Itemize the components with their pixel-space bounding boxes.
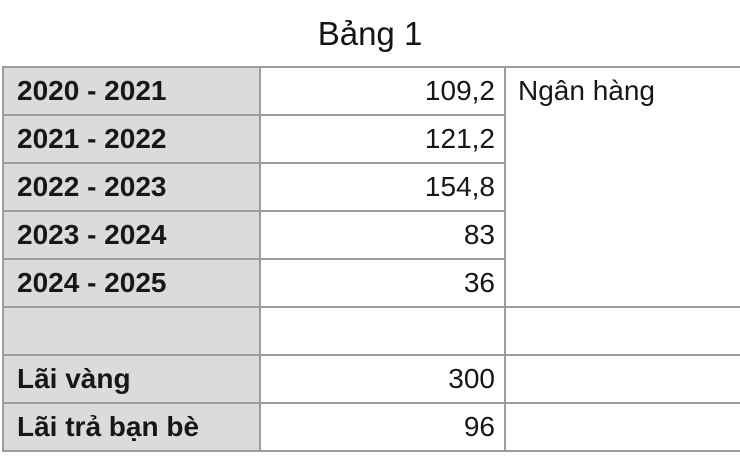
row-label-cell[interactable]: 2023 - 2024	[2, 210, 261, 260]
row-label-cell[interactable]: Lãi trả bạn bè	[2, 402, 261, 452]
table-row: Lãi vàng 300	[2, 354, 740, 404]
table-row: 2022 - 2023 154,8	[2, 162, 740, 212]
row-label-cell[interactable]	[2, 306, 261, 356]
row-label-cell[interactable]: 2020 - 2021	[2, 66, 261, 116]
note-cell-empty[interactable]	[504, 402, 740, 452]
row-label-cell[interactable]: 2024 - 2025	[2, 258, 261, 308]
note-cell-empty[interactable]	[504, 354, 740, 404]
row-value-cell[interactable]: 96	[259, 402, 506, 452]
table-row: 2023 - 2024 83	[2, 210, 740, 260]
row-value-cell[interactable]: 36	[259, 258, 506, 308]
data-table: 2020 - 2021 109,2 Ngân hàng 2021 - 2022 …	[2, 66, 740, 452]
table-title: Bảng 1	[317, 15, 423, 52]
row-value-cell[interactable]: 121,2	[259, 114, 506, 164]
row-value-cell[interactable]	[259, 306, 506, 356]
table-row: 2024 - 2025 36	[2, 258, 740, 308]
row-value-cell[interactable]: 83	[259, 210, 506, 260]
table-row: 2021 - 2022 121,2	[2, 114, 740, 164]
row-value-cell[interactable]: 300	[259, 354, 506, 404]
note-cell[interactable]: Ngân hàng	[504, 66, 740, 308]
table-row	[2, 306, 740, 356]
row-label-cell[interactable]: 2022 - 2023	[2, 162, 261, 212]
row-label-cell[interactable]: Lãi vàng	[2, 354, 261, 404]
note-cell-empty[interactable]	[504, 306, 740, 356]
table-row: Lãi trả bạn bè 96	[2, 402, 740, 452]
table-row: 2020 - 2021 109,2 Ngân hàng	[2, 66, 740, 308]
row-value-cell[interactable]: 154,8	[259, 162, 506, 212]
table-region: 2020 - 2021 109,2 Ngân hàng 2021 - 2022 …	[2, 66, 740, 452]
row-value-cell[interactable]: 109,2	[259, 66, 506, 116]
row-label-cell[interactable]: 2021 - 2022	[2, 114, 261, 164]
